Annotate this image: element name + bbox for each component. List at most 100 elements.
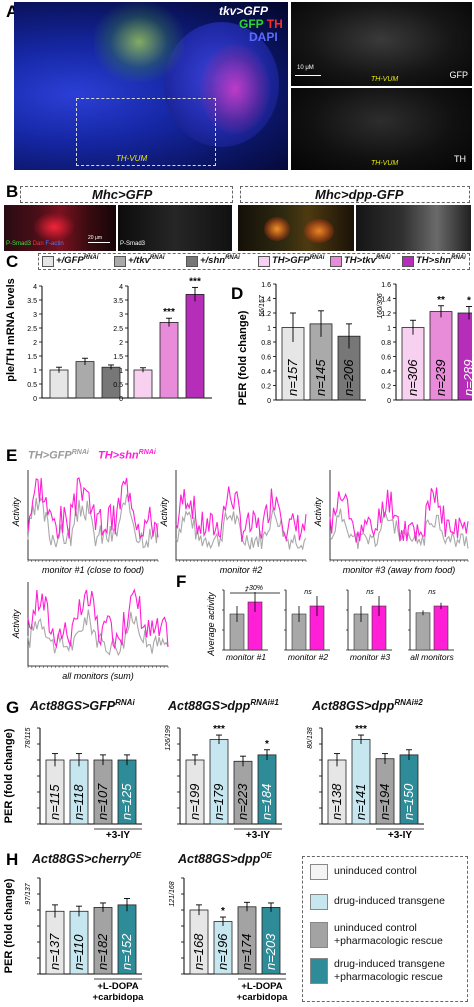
n-label: n=182 — [95, 933, 110, 970]
muscle-psmad-image: P-Smad3 — [118, 205, 232, 251]
y-tick-label: 2 — [33, 340, 37, 347]
brain-confocal-image: TH-VUM tkv>GFP GFP TH DAPI — [14, 2, 288, 170]
e-traces: Activity monitor #1 (close to food) Activi… — [11, 470, 469, 681]
dpp-orange-signal — [304, 219, 334, 243]
panel-label-h: H — [6, 850, 19, 869]
g-chart-title: Act88GS>dppRNAi#1 — [168, 698, 279, 714]
y-tick-label: 1.4 — [381, 297, 391, 304]
b-right-title-box — [240, 186, 470, 203]
muscle-merge-image: P-Smad3 Dan F-actin 20 μm — [4, 205, 116, 251]
legend-swatch — [186, 256, 198, 267]
d-ylabel: PER (fold change) — [237, 310, 249, 405]
f-significance: ns — [304, 589, 312, 596]
legend-label: +/shnRNAi — [200, 255, 240, 267]
trace-caption: monitor #1 (close to food) — [42, 565, 144, 575]
g-chart-title: Act88GS>dppRNAi#2 — [312, 698, 423, 714]
legend-label: TH>shnRNAi — [416, 255, 466, 267]
y-tick-label: 1 — [119, 368, 123, 375]
legend-swatch — [310, 864, 328, 880]
bar — [133, 369, 153, 399]
g-ratio: 126/199 — [165, 725, 172, 750]
h-chart-title: Act88GS>dppOE — [178, 851, 272, 867]
y-tick-label: 0.5 — [27, 382, 37, 389]
legend-swatch — [258, 256, 270, 267]
significance-label: * — [467, 295, 471, 306]
legend-swatch — [310, 958, 328, 984]
n-label: n=118 — [71, 784, 86, 820]
significance-label: ** — [437, 295, 445, 306]
h-treatment-label: +carbidopa — [237, 992, 289, 1003]
h-ratio: 97/137 — [25, 882, 32, 905]
y-tick-label: 3 — [33, 312, 37, 319]
chart-d: PER (fold change) 56/157 160/306 0 0.2 0.4… — [237, 282, 472, 405]
scale-bar — [88, 242, 110, 243]
g-treatment-label: +3-IY — [106, 830, 131, 838]
panel-a-title: tkv>GFP — [219, 4, 269, 18]
inset-region-label: TH-VUM — [371, 76, 399, 83]
g-ratio: 78/115 — [25, 727, 32, 748]
brain-magenta-signal — [200, 44, 270, 134]
d-right-plot: 0 0.2 0.4 0.6 0.8 1 1.2 1.4 1.6 n=306 n=239 ** n=289… — [381, 282, 472, 405]
y-tick-label: 0.2 — [381, 384, 391, 391]
n-label: n=110 — [71, 934, 86, 970]
e-legend-pink: TH>shnRNAi — [98, 449, 156, 462]
legend-swatch — [310, 894, 328, 910]
dpp-merge-image — [238, 205, 354, 251]
dpp-psmad-image — [356, 205, 471, 251]
y-tick-label: 4 — [119, 284, 123, 291]
y-tick-label: 0 — [267, 398, 271, 405]
channel-legend: GFP TH — [239, 17, 283, 31]
legend-label: drug-induced transgene — [334, 895, 445, 907]
y-tick-label: 0 — [33, 396, 37, 403]
y-tick-label: 2 — [119, 340, 123, 347]
scale-label: 20 μm — [88, 235, 102, 241]
significance-label: *** — [189, 276, 201, 287]
n-label: n=107 — [95, 783, 110, 820]
trace-line-pink — [27, 477, 159, 540]
trace-ylabel: Activity — [159, 497, 169, 527]
y-tick-label: 0.4 — [381, 369, 391, 376]
dpp-orange-signal — [264, 217, 290, 241]
inset-gfp-image: 10 μM TH-VUM GFP — [291, 2, 472, 86]
n-label: n=239 — [433, 359, 448, 396]
inset-region-label: TH-VUM — [371, 160, 399, 167]
n-label: n=152 — [119, 933, 134, 970]
n-label: n=289 — [461, 359, 472, 396]
g-plot: 78/115 n=115 n=118 n=107 n=125 +3-IY 126/199 n=… — [25, 724, 424, 838]
bar — [75, 361, 95, 399]
inset-th-image: TH-VUM TH — [291, 88, 472, 170]
h-ylabel: PER (fold change) — [3, 878, 15, 973]
f-significance: ns — [428, 589, 436, 596]
y-tick-label: 0.2 — [261, 384, 271, 391]
y-tick-label: 2.5 — [27, 326, 37, 333]
legend-swatch — [402, 256, 414, 267]
c-right-plot: 0 0.5 1 1.5 2 2.5 3 3.5 4 *** *** — [113, 276, 212, 403]
f-bar — [415, 612, 431, 651]
n-label: n=206 — [341, 359, 356, 396]
roi-box — [76, 98, 216, 166]
y-tick-label: 0.4 — [261, 369, 271, 376]
legend-label: TH>GFPRNAi — [272, 255, 325, 267]
g-treatment-label: +3-IY — [246, 830, 271, 838]
bar — [185, 293, 205, 399]
legend-label: uninduced control — [334, 865, 417, 877]
trace-ylabel: Activity — [11, 609, 21, 639]
y-tick-label: 1.5 — [113, 354, 123, 361]
f-category-label: monitor #2 — [288, 652, 328, 662]
legend-swatch — [114, 256, 126, 267]
y-tick-label: 1 — [387, 326, 391, 333]
y-tick-label: 1.6 — [261, 282, 271, 289]
h-chart-title: Act88GS>cherryOE — [32, 851, 142, 867]
trace-ylabel: Activity — [11, 497, 21, 527]
chart-e: Activity monitor #1 (close to food) Activi… — [11, 470, 469, 681]
b-left-title: Mhc>GFP — [92, 187, 153, 202]
n-label: n=150 — [401, 783, 416, 820]
legend-label: drug-induced transgene +pharmacologic re… — [334, 958, 445, 983]
channel-gfp: GFP — [239, 17, 264, 31]
legend-swatch — [310, 922, 328, 948]
n-label: n=203 — [263, 933, 278, 970]
label-psmad: P-Smad3 — [6, 241, 32, 247]
n-label: n=137 — [47, 933, 62, 970]
panel-label-e: E — [6, 446, 18, 465]
scale-bar — [295, 75, 321, 76]
